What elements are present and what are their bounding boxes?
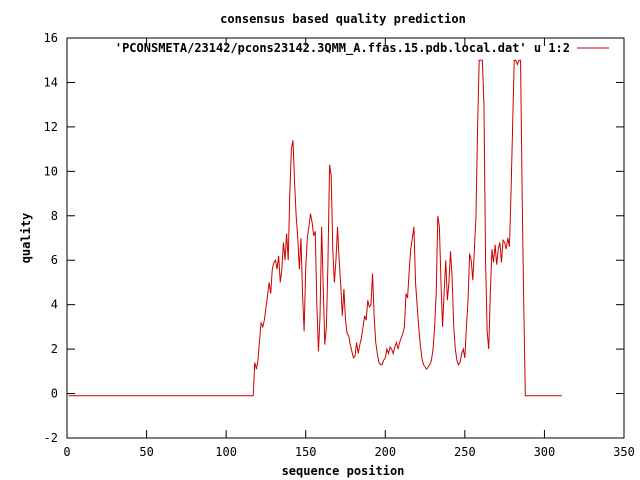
plot-border (66, 37, 625, 439)
y-tick-label: -2 (44, 431, 58, 445)
y-tick-label: 8 (51, 209, 58, 223)
y-ticks: -2 0 2 4 6 8 10 12 14 16 (44, 31, 624, 445)
x-axis-label: sequence position (282, 464, 405, 478)
series-line (68, 59, 562, 397)
legend-entry: 'PCONSMETA/23142/pcons23142.3QMM_A.ffas.… (115, 41, 570, 56)
legend: 'PCONSMETA/23142/pcons23142.3QMM_A.ffas.… (115, 41, 609, 56)
y-tick-label: 14 (44, 75, 58, 89)
y-tick-label: 16 (44, 31, 58, 45)
plot-area (68, 59, 562, 397)
y-tick-label: 4 (51, 298, 58, 312)
x-tick-label: 350 (613, 445, 635, 459)
x-ticks: 0 50 100 150 200 250 300 350 (63, 38, 635, 459)
y-tick-label: 12 (44, 120, 58, 134)
axes (66, 37, 625, 439)
x-tick-label: 100 (215, 445, 237, 459)
x-tick-label: 0 (63, 445, 70, 459)
chart-title: consensus based quality prediction (220, 12, 466, 26)
y-axis-label: quality (19, 213, 33, 264)
x-tick-label: 200 (374, 445, 396, 459)
x-tick-label: 50 (139, 445, 153, 459)
x-tick-label: 300 (534, 445, 556, 459)
y-tick-label: 6 (51, 253, 58, 267)
y-tick-label: 0 (51, 387, 58, 401)
x-tick-label: 250 (454, 445, 476, 459)
y-tick-label: 2 (51, 342, 58, 356)
y-tick-label: 10 (44, 164, 58, 178)
x-tick-label: 150 (295, 445, 317, 459)
